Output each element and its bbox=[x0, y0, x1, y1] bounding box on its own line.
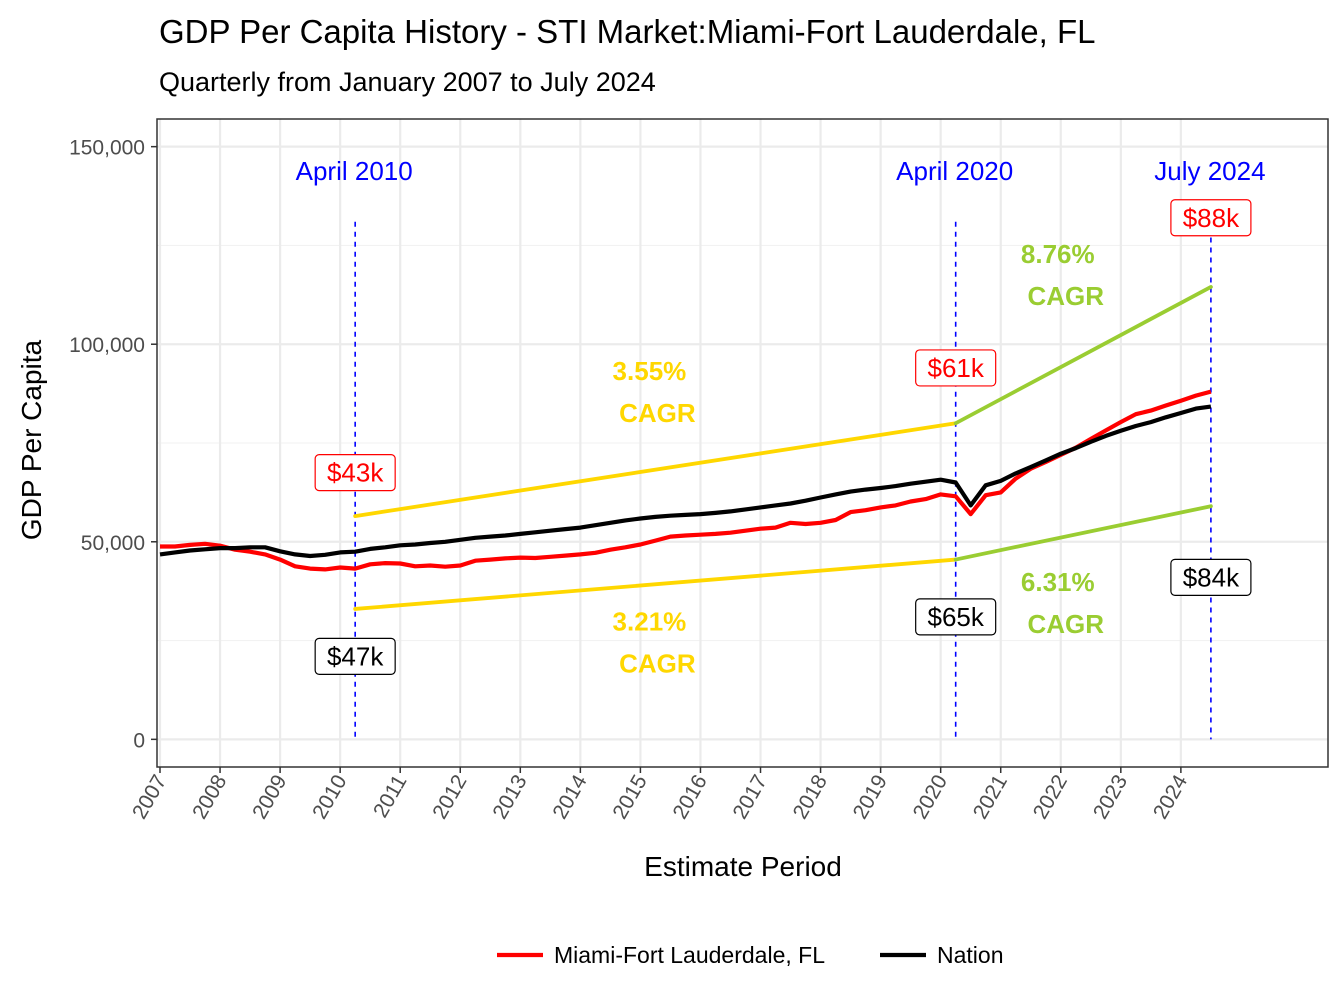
value-label-box bbox=[314, 454, 396, 492]
cagr-trend-line bbox=[953, 504, 1213, 562]
cagr-percent-label: 3.21% bbox=[613, 607, 687, 637]
x-tick-label: 2023 bbox=[1089, 771, 1132, 823]
value-label: $65k bbox=[927, 602, 984, 632]
value-label: $88k bbox=[1183, 203, 1240, 233]
legend-label: Miami-Fort Lauderdale, FL bbox=[554, 942, 825, 968]
value-label-box bbox=[1170, 199, 1252, 237]
cagr-trend-line bbox=[353, 421, 958, 518]
chart-subtitle: Quarterly from January 2007 to July 2024 bbox=[159, 67, 656, 97]
cagr-percent-label: 8.76% bbox=[1021, 239, 1095, 269]
value-label: $61k bbox=[927, 353, 984, 383]
y-tick-label: 100,000 bbox=[69, 334, 145, 357]
x-tick-label: 2008 bbox=[188, 771, 231, 823]
cagr-word-label: CAGR bbox=[1027, 609, 1104, 639]
x-axis: 2007 2008 2009 2010 2011 2012 2013 2014 2015 2016… bbox=[128, 767, 1192, 823]
event-label: April 2010 bbox=[296, 156, 413, 186]
x-tick-label: 2017 bbox=[729, 771, 772, 823]
x-tick-label: 2013 bbox=[488, 771, 531, 823]
y-tick-label: 0 bbox=[133, 729, 145, 752]
x-tick-label: 2012 bbox=[428, 771, 471, 823]
y-axis: 0 50,000 100,000 150,000 bbox=[69, 137, 157, 752]
x-tick-label: 2007 bbox=[128, 771, 171, 823]
x-tick-label: 2020 bbox=[909, 771, 952, 823]
plot-border bbox=[156, 118, 1329, 768]
event-label: April 2020 bbox=[896, 156, 1013, 186]
x-tick-label: 2014 bbox=[548, 771, 591, 823]
legend: Miami-Fort Lauderdale, FL Nation bbox=[497, 942, 1003, 968]
x-tick-label: 2010 bbox=[308, 771, 351, 823]
value-label-box bbox=[314, 637, 396, 675]
y-tick-label: 150,000 bbox=[69, 137, 145, 160]
series-lines bbox=[159, 389, 1212, 572]
x-tick-label: 2021 bbox=[969, 771, 1012, 823]
value-label: $43k bbox=[327, 458, 384, 488]
cagr-trend-lines bbox=[353, 285, 1213, 611]
x-tick-label: 2022 bbox=[1029, 771, 1072, 823]
cagr-percent-label: 3.55% bbox=[613, 356, 687, 386]
x-tick-label: 2019 bbox=[849, 771, 892, 823]
x-tick-label: 2015 bbox=[608, 771, 651, 823]
cagr-word-label: CAGR bbox=[1027, 281, 1104, 311]
cagr-percent-label: 6.31% bbox=[1021, 567, 1095, 597]
value-label-box bbox=[1170, 558, 1252, 596]
cagr-trend-line bbox=[953, 285, 1213, 426]
y-tick-label: 50,000 bbox=[81, 532, 145, 555]
annotations: April 2010 April 2020 July 2024 3.55% CAGR 3.… bbox=[296, 156, 1266, 678]
legend-label: Nation bbox=[937, 942, 1003, 968]
value-label-box bbox=[915, 598, 997, 636]
gridlines bbox=[157, 119, 1328, 767]
x-tick-label: 2009 bbox=[248, 771, 291, 823]
x-tick-label: 2018 bbox=[789, 771, 832, 823]
x-tick-label: 2016 bbox=[669, 771, 712, 823]
event-label: July 2024 bbox=[1154, 156, 1265, 186]
cagr-trend-line bbox=[353, 557, 958, 611]
x-tick-label: 2024 bbox=[1149, 771, 1192, 823]
value-label-box bbox=[915, 349, 997, 387]
y-axis-title: GDP Per Capita bbox=[16, 339, 47, 540]
cagr-word-label: CAGR bbox=[619, 398, 696, 428]
value-label: $47k bbox=[327, 641, 384, 671]
chart-title: GDP Per Capita History - STI Market:Miam… bbox=[159, 13, 1096, 50]
value-label: $84k bbox=[1183, 562, 1240, 592]
series-line bbox=[159, 404, 1212, 559]
x-axis-title: Estimate Period bbox=[644, 851, 842, 882]
cagr-word-label: CAGR bbox=[619, 649, 696, 679]
x-tick-label: 2011 bbox=[369, 771, 412, 822]
